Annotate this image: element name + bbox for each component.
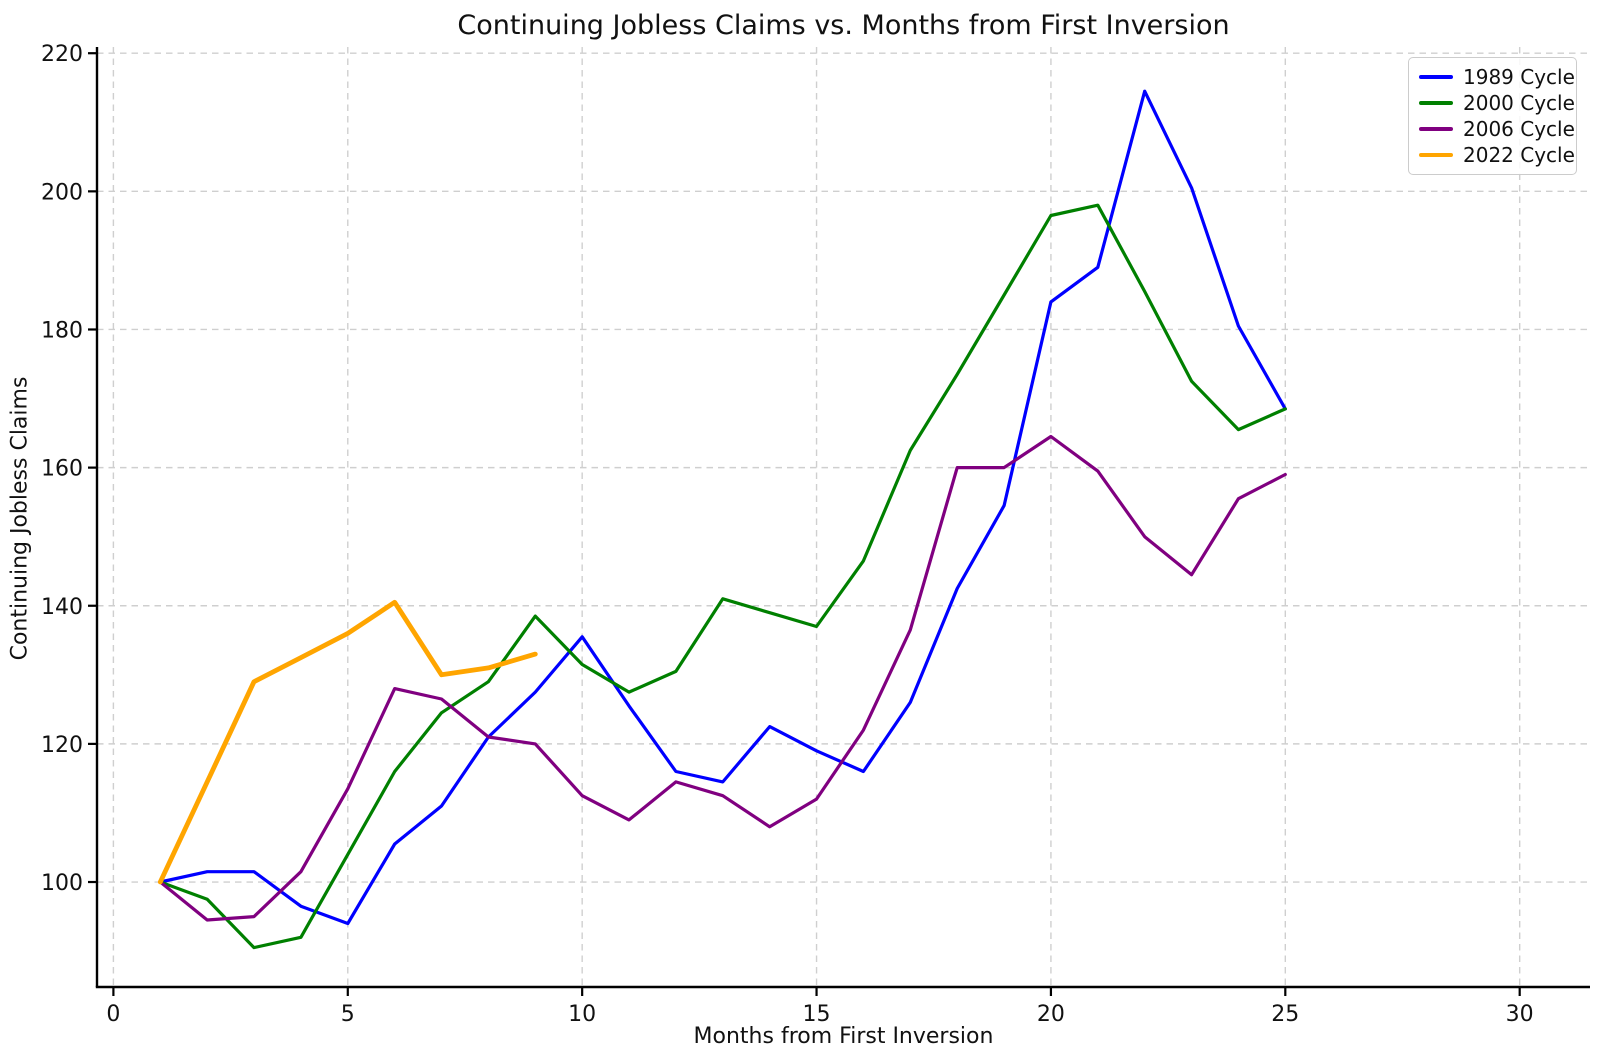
series-line-2022-cycle (157, 599, 538, 885)
x-tick-label: 0 (106, 1002, 120, 1027)
chart-title: Continuing Jobless Claims vs. Months fro… (457, 10, 1230, 41)
legend-swatch-1989-cycle (1419, 75, 1453, 79)
y-tick-label: 160 (41, 457, 83, 482)
x-tick-label: 30 (1506, 1002, 1534, 1027)
y-tick-label: 180 (41, 318, 83, 343)
legend-label: 2006 Cycle (1463, 117, 1575, 141)
y-tick-label: 200 (41, 180, 83, 205)
legend-swatch-2022-cycle (1419, 152, 1453, 158)
y-axis-label: Continuing Jobless Claims (7, 376, 33, 661)
y-tick-label: 220 (41, 42, 83, 67)
y-tick-label: 140 (41, 595, 83, 620)
series-line-1989-cycle (158, 89, 1287, 926)
x-tick-label: 25 (1271, 1002, 1299, 1027)
x-axis-label: Months from First Inversion (693, 1024, 994, 1049)
legend-item-2022-cycle: 2022 Cycle (1419, 142, 1575, 168)
y-tick-label: 100 (41, 871, 83, 896)
x-tick-label: 10 (568, 1002, 596, 1027)
legend-swatch-2000-cycle (1419, 101, 1453, 105)
x-tick-label: 5 (341, 1002, 355, 1027)
legend-item-2006-cycle: 2006 Cycle (1419, 116, 1575, 142)
series-line-2000-cycle (158, 203, 1287, 950)
legend-label: 2000 Cycle (1463, 91, 1575, 115)
series-line-2006-cycle (158, 434, 1287, 922)
x-tick-label: 20 (1037, 1002, 1065, 1027)
legend-swatch-2006-cycle (1419, 127, 1453, 131)
legend-label: 2022 Cycle (1463, 143, 1575, 167)
legend-label: 1989 Cycle (1463, 65, 1575, 89)
legend-item-2000-cycle: 2000 Cycle (1419, 90, 1575, 116)
y-tick-label: 120 (41, 733, 83, 758)
legend-item-1989-cycle: 1989 Cycle (1419, 64, 1575, 90)
legend: 1989 Cycle 2000 Cycle 2006 Cycle 2022 Cycle (1408, 57, 1577, 175)
x-tick-label: 15 (803, 1002, 831, 1027)
